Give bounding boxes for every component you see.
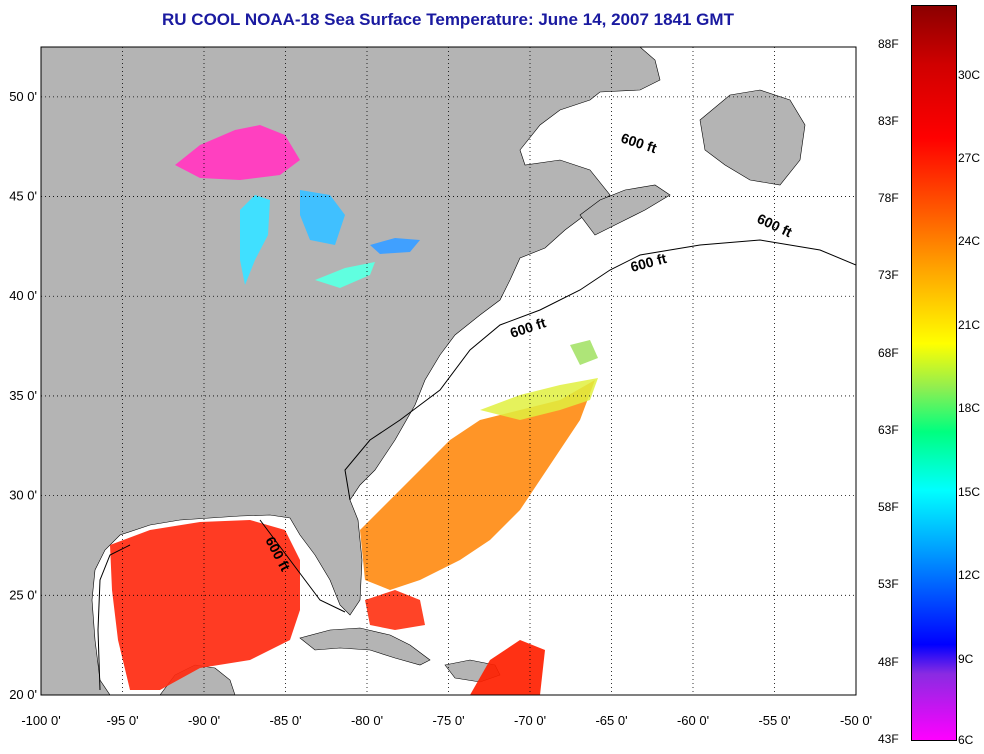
lake-ontario bbox=[370, 238, 420, 254]
latitude-tick-label: 45 0' bbox=[9, 189, 37, 204]
lake-huron bbox=[300, 190, 345, 245]
colorbar-celsius-label: 30C bbox=[958, 67, 981, 82]
longitude-tick-label: -75 0' bbox=[432, 713, 464, 728]
colorbar-fahrenheit-label: 73F bbox=[878, 268, 899, 283]
longitude-tick-label: -85 0' bbox=[269, 713, 301, 728]
nova-scotia-land bbox=[579, 184, 671, 236]
colorbar-fahrenheit-label: 58F bbox=[878, 500, 899, 515]
longitude-tick-label: -95 0' bbox=[106, 713, 138, 728]
colorbar-celsius-label: 6C bbox=[958, 733, 974, 747]
longitude-labels: -100 0' -95 0' -90 0' -85 0' -80 0' -75 0' -70… bbox=[21, 713, 872, 728]
longitude-tick-label: -70 0' bbox=[514, 713, 546, 728]
bahamas-sst bbox=[365, 590, 425, 630]
cuba-land bbox=[299, 627, 431, 666]
colorbar-celsius-label: 12C bbox=[958, 568, 981, 583]
colorbar-celsius-label: 9C bbox=[958, 651, 974, 666]
colorbar-celsius-label: 24C bbox=[958, 234, 981, 249]
colorbar-fahrenheit-label: 53F bbox=[878, 577, 899, 592]
colorbar-celsius-label: 18C bbox=[958, 401, 981, 416]
latitude-tick-label: 50 0' bbox=[9, 89, 37, 104]
colorbar-fahrenheit-label: 48F bbox=[878, 654, 899, 669]
north-cape-sst bbox=[570, 340, 598, 365]
latitude-tick-label: 25 0' bbox=[9, 587, 37, 602]
slope-water-sst bbox=[480, 378, 598, 420]
colorbar-fahrenheit-label: 43F bbox=[878, 732, 899, 746]
contour-600ft bbox=[97, 239, 856, 691]
colorbar-fahrenheit-label: 88F bbox=[878, 36, 899, 51]
colorbar-celsius-label: 15C bbox=[958, 484, 981, 499]
colorbar-fahrenheit-label: 63F bbox=[878, 422, 899, 437]
gulf-of-mexico-sst bbox=[110, 520, 300, 690]
lake-superior bbox=[175, 125, 300, 180]
colorbar-fahrenheit-label: 68F bbox=[878, 345, 899, 360]
longitude-tick-label: -80 0' bbox=[351, 713, 383, 728]
north-america-land bbox=[41, 47, 661, 695]
latitude-labels: 50 0' 45 0' 40 0' 35 0' 30 0' 25 0' 20 0' bbox=[9, 89, 37, 702]
latitude-tick-label: 35 0' bbox=[9, 388, 37, 403]
map-grid bbox=[41, 47, 856, 695]
map-frame bbox=[40, 46, 857, 696]
longitude-tick-label: -90 0' bbox=[188, 713, 220, 728]
longitude-tick-label: -55 0' bbox=[758, 713, 790, 728]
longitude-tick-label: -65 0' bbox=[595, 713, 627, 728]
lake-erie bbox=[315, 262, 375, 288]
colorbar-fahrenheit-label: 83F bbox=[878, 113, 899, 128]
caribbean-sst bbox=[470, 640, 545, 695]
colorbar-celsius-label: 21C bbox=[958, 317, 981, 332]
longitude-tick-label: -100 0' bbox=[21, 713, 60, 728]
gulf-stream-sst bbox=[360, 380, 595, 590]
lake-michigan bbox=[240, 195, 270, 285]
longitude-tick-label: -50 0' bbox=[840, 713, 872, 728]
map-title: RU COOL NOAA-18 Sea Surface Temperature:… bbox=[162, 10, 734, 29]
colorbar-fahrenheit-label: 78F bbox=[878, 191, 899, 206]
latitude-tick-label: 30 0' bbox=[9, 488, 37, 503]
temperature-colorbar bbox=[911, 5, 957, 741]
colorbar-celsius-label: 27C bbox=[958, 150, 981, 165]
latitude-tick-label: 20 0' bbox=[9, 687, 37, 702]
latitude-tick-label: 40 0' bbox=[9, 288, 37, 303]
newfoundland-land bbox=[699, 89, 806, 186]
longitude-tick-label: -60 0' bbox=[677, 713, 709, 728]
